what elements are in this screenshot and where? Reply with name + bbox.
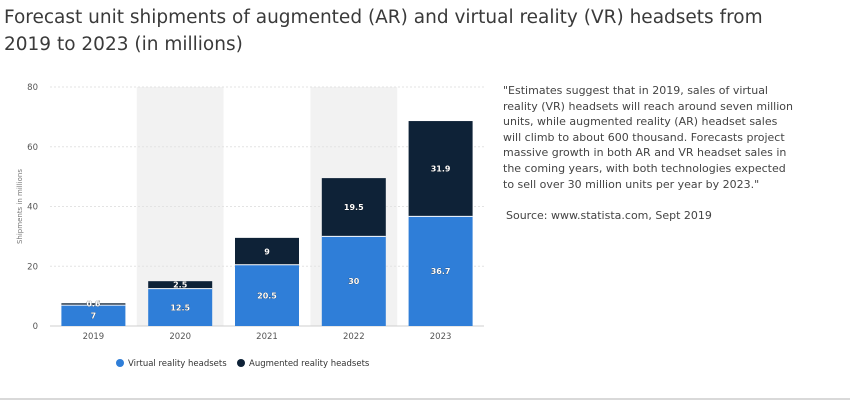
data-label: 2.5	[173, 280, 188, 289]
bar-vr	[408, 216, 473, 326]
y-tick-label: 80	[27, 83, 38, 93]
legend-label: Augmented reality headsets	[249, 359, 370, 369]
bar-vr	[148, 288, 213, 326]
bar-vr	[235, 264, 299, 326]
data-label: 31.9	[431, 165, 451, 174]
legend-marker	[237, 359, 245, 367]
data-label: 9	[264, 247, 270, 256]
stacked-bar-chart: 0 20 40 60 80 Shipments in millions 7 0.6 2019 12…	[16, 83, 484, 369]
divider	[0, 398, 850, 400]
legend-label: Virtual reality headsets	[128, 359, 227, 369]
data-label: 7	[91, 312, 97, 321]
data-label: 36.7	[431, 267, 451, 276]
y-tick-label: 0	[33, 322, 38, 332]
bar-ar	[321, 178, 386, 237]
x-tick-label: 2021	[256, 332, 278, 342]
chart-area: 0 20 40 60 80 Shipments in millions 7 0.6 2019 12…	[0, 70, 490, 380]
x-tick-label: 2020	[169, 332, 191, 342]
y-tick-label: 20	[27, 262, 38, 272]
data-label: 20.5	[257, 291, 277, 300]
bar-vr	[321, 236, 386, 326]
x-tick-label: 2023	[430, 332, 452, 342]
source-text: Source: www.statista.com, Sept 2019	[506, 209, 712, 222]
x-tick-label: 2019	[83, 332, 105, 342]
legend-marker	[116, 359, 124, 367]
bar-vr	[61, 305, 126, 326]
bar-ar	[148, 281, 213, 289]
x-tick-label: 2022	[343, 332, 365, 342]
chart-description: "Estimates suggest that in 2019, sales o…	[503, 84, 793, 191]
chart-title: Forecast unit shipments of augmented (AR…	[4, 7, 763, 55]
y-tick-label: 60	[27, 143, 38, 153]
y-axis-label: Shipments in millions	[16, 169, 24, 244]
data-label: 0.6	[86, 300, 101, 309]
bar-ar	[408, 121, 473, 217]
bar-ar	[235, 237, 299, 265]
data-label: 19.5	[344, 203, 364, 212]
bar-ar	[61, 303, 126, 306]
data-label: 30	[348, 277, 360, 286]
y-tick-label: 40	[27, 203, 38, 213]
data-label: 12.5	[170, 303, 190, 312]
